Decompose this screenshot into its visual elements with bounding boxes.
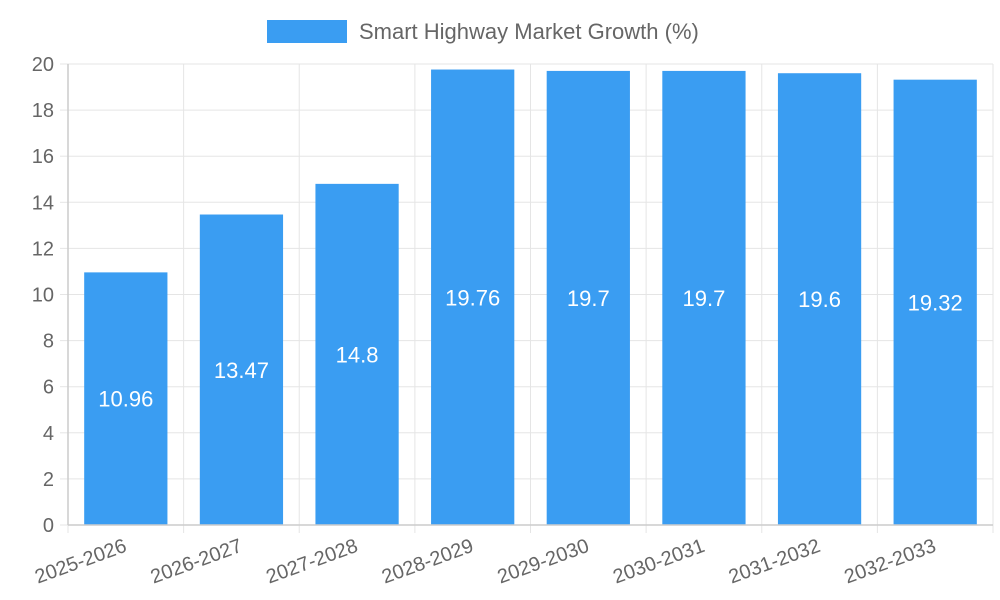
x-tick-label: 2028-2029 [379, 535, 476, 588]
data-label: 19.6 [798, 287, 841, 312]
y-tick-label: 14 [32, 192, 54, 214]
bar [893, 79, 977, 525]
x-tick-label: 2029-2030 [495, 535, 592, 588]
y-tick-label: 12 [32, 238, 54, 260]
bar [546, 70, 630, 525]
x-tick-label: 2025-2026 [32, 535, 129, 588]
y-tick-label: 6 [43, 377, 54, 399]
y-tick-label: 4 [43, 423, 54, 445]
data-label: 19.7 [567, 286, 610, 311]
y-tick-label: 16 [32, 146, 54, 168]
data-label: 10.96 [98, 387, 153, 412]
bar [315, 183, 399, 526]
data-label: 19.7 [683, 286, 726, 311]
data-label: 19.32 [908, 290, 963, 315]
data-label: 13.47 [214, 358, 269, 383]
x-axis: 2025-2026 2026-2027 2027-2028 2028-2029 2029… [32, 524, 993, 588]
x-tick-label: 2030-2031 [610, 535, 707, 588]
x-tick-label: 2027-2028 [263, 535, 360, 588]
y-axis: 0 2 4 6 8 10 12 14 16 18 20 [32, 54, 69, 537]
y-tick-label: 2 [43, 469, 54, 491]
y-tick-label: 18 [32, 100, 54, 122]
bar [199, 214, 284, 526]
x-tick-label: 2026-2027 [148, 535, 245, 588]
x-tick-label: 2032-2033 [841, 535, 938, 588]
data-label: 14.8 [336, 342, 379, 367]
bar [84, 272, 168, 525]
bar [662, 70, 746, 525]
y-tick-label: 10 [32, 285, 54, 307]
legend: Smart Highway Market Growth (%) [267, 19, 699, 44]
legend-label: Smart Highway Market Growth (%) [359, 19, 699, 44]
data-labels: 10.96 13.47 14.8 19.76 19.7 19.7 19.6 19.32 [98, 285, 962, 411]
y-tick-label: 20 [32, 54, 54, 76]
legend-swatch [267, 20, 347, 43]
data-label: 19.76 [445, 285, 500, 310]
x-tick-label: 2031-2032 [726, 535, 823, 588]
bar [777, 73, 862, 525]
bars [84, 69, 977, 526]
y-tick-label: 8 [43, 331, 54, 353]
y-tick-label: 0 [43, 515, 54, 537]
bar [431, 69, 515, 526]
